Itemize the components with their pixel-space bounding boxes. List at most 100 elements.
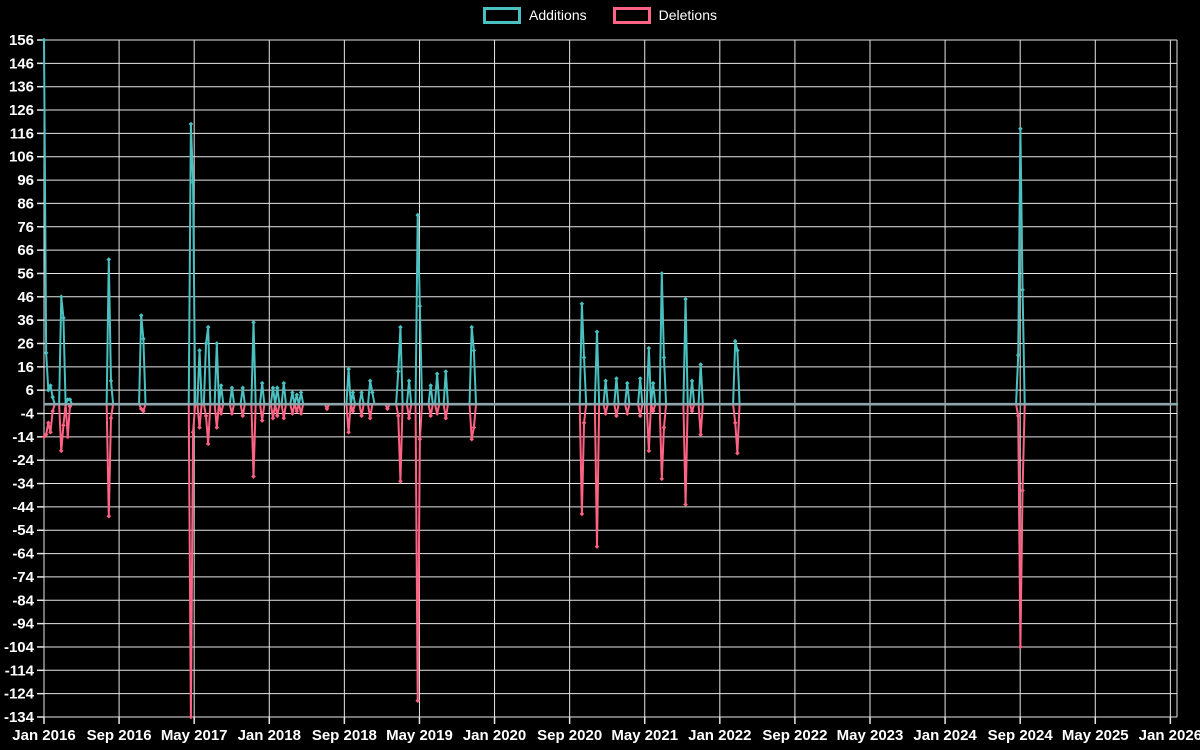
series-point-deletions — [50, 408, 55, 414]
legend-item-deletions[interactable]: Deletions — [612, 6, 717, 24]
series-point-deletions — [270, 415, 276, 421]
series-point-deletions — [603, 411, 608, 416]
series-point-additions — [581, 355, 587, 360]
series-point-additions — [46, 387, 51, 393]
series-point-deletions — [324, 406, 330, 412]
y-tick-label: 156 — [9, 32, 34, 49]
y-tick-label: -84 — [12, 592, 34, 609]
y-tick-label: 16 — [17, 359, 34, 376]
series-point-deletions — [1015, 413, 1021, 419]
series-point-deletions — [624, 411, 630, 416]
series-point-deletions — [138, 406, 144, 412]
series-point-deletions — [61, 422, 66, 428]
series-point-deletions — [398, 478, 403, 484]
series-point-deletions — [190, 429, 196, 435]
series-point-deletions — [443, 415, 449, 421]
series-point-additions — [637, 376, 643, 381]
series-point-additions — [406, 378, 412, 384]
series-point-additions — [579, 301, 585, 307]
y-tick-label: 116 — [10, 125, 34, 142]
series-point-additions — [1020, 287, 1025, 293]
series-point-additions — [689, 378, 695, 384]
series-point-deletions — [385, 406, 390, 412]
series-point-deletions — [188, 714, 194, 720]
series-point-deletions — [579, 511, 585, 517]
series-point-additions — [270, 385, 276, 391]
legend-label-deletions: Deletions — [658, 7, 717, 23]
y-tick-label: -4 — [21, 406, 35, 423]
y-tick-label: 26 — [17, 335, 34, 352]
series-point-additions — [603, 378, 608, 384]
y-tick-label: -34 — [12, 476, 34, 493]
x-tick-label: Jan 2018 — [238, 727, 301, 744]
series-point-deletions — [614, 413, 619, 419]
series-point-additions — [229, 385, 235, 391]
series-point-additions — [43, 350, 49, 356]
x-tick-label: Sep 2020 — [537, 727, 602, 744]
x-tick-label: Jan 2026 — [1139, 727, 1200, 744]
series-point-deletions — [281, 415, 287, 421]
y-tick-label: -44 — [12, 499, 34, 516]
series-point-additions — [274, 385, 280, 391]
x-tick-label: Jan 2024 — [913, 727, 977, 744]
series-point-additions — [197, 348, 202, 353]
series-point-deletions — [41, 434, 47, 440]
series-point-additions — [650, 380, 656, 386]
series-point-additions — [683, 296, 688, 302]
series-point-deletions — [259, 418, 265, 423]
series-point-additions — [251, 320, 256, 325]
series-point-additions — [108, 378, 114, 384]
y-tick-label: 136 — [9, 79, 34, 96]
deletions-swatch-icon — [612, 6, 651, 24]
series-line-additions — [43, 39, 1179, 406]
series-point-deletions — [350, 408, 356, 414]
series-point-additions — [735, 348, 740, 353]
y-tick-label: 106 — [9, 149, 34, 166]
x-tick-label: May 2017 — [161, 727, 228, 744]
series-point-additions — [141, 336, 146, 342]
series-point-additions — [188, 121, 194, 127]
series-point-deletions — [214, 425, 220, 430]
y-tick-label: -24 — [12, 452, 34, 469]
x-tick-label: Jan 2020 — [463, 727, 526, 744]
series-point-deletions — [141, 408, 146, 414]
series-point-deletions — [650, 408, 656, 414]
x-tick-label: Sep 2016 — [87, 727, 152, 744]
series-point-additions — [646, 345, 652, 351]
series-point-deletions — [46, 420, 51, 426]
y-tick-label: -134 — [4, 709, 35, 726]
series-point-deletions — [415, 698, 421, 703]
series-point-additions — [370, 390, 375, 395]
series-point-deletions — [732, 420, 738, 426]
series-point-additions — [398, 324, 403, 330]
legend-item-additions[interactable]: Additions — [483, 6, 587, 24]
series-point-additions — [594, 329, 600, 335]
series-point-deletions — [43, 432, 49, 437]
series-point-deletions — [1018, 644, 1023, 650]
series-point-additions — [240, 385, 246, 391]
y-tick-label: -124 — [4, 686, 35, 703]
series-point-deletions — [1020, 488, 1025, 493]
x-tick-label: Sep 2022 — [762, 727, 827, 744]
series-point-additions — [659, 271, 665, 276]
series-point-deletions — [65, 434, 71, 440]
x-tick-label: May 2025 — [1062, 727, 1129, 744]
series-point-additions — [346, 366, 351, 372]
y-tick-label: 66 — [17, 242, 34, 259]
series-point-deletions — [218, 411, 224, 416]
series-point-deletions — [428, 413, 433, 419]
series-point-additions — [661, 355, 667, 360]
y-tick-label: -94 — [12, 616, 34, 633]
series-point-additions — [41, 37, 47, 43]
series-point-additions — [48, 383, 53, 388]
y-tick-label: 96 — [17, 172, 34, 189]
y-tick-label: 76 — [17, 219, 34, 236]
series-point-deletions — [735, 450, 740, 456]
series-point-deletions — [417, 436, 423, 442]
y-tick-label: 36 — [17, 312, 34, 329]
series-point-deletions — [108, 415, 114, 421]
series-point-deletions — [290, 411, 295, 416]
series-point-additions — [106, 257, 112, 262]
x-tick-label: Sep 2024 — [988, 727, 1054, 744]
